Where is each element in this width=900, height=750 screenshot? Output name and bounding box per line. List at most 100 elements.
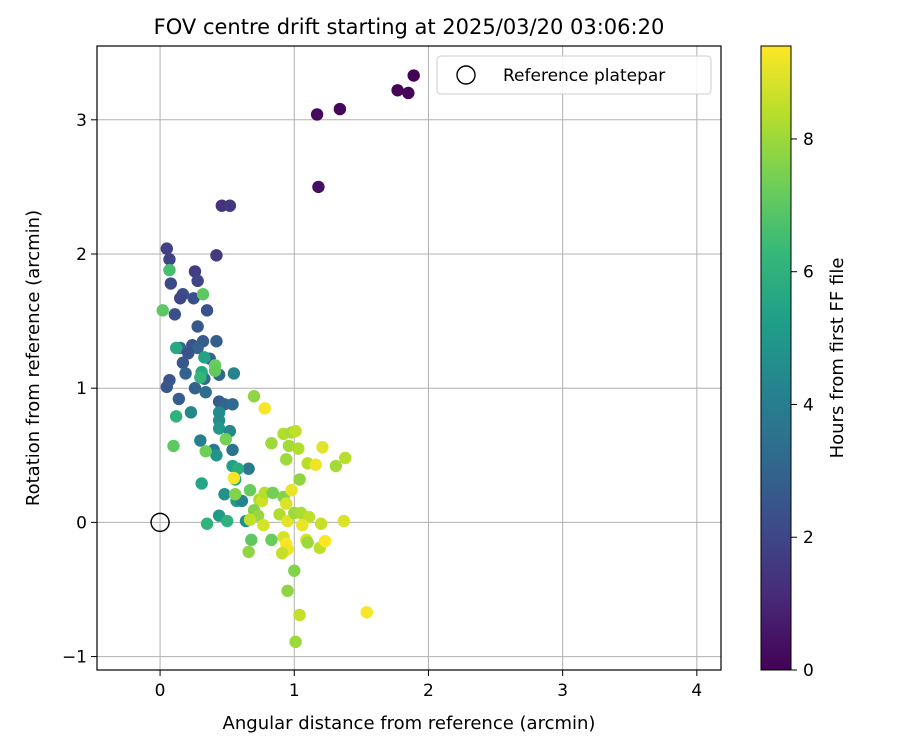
data-point [289, 424, 302, 438]
data-point [179, 367, 192, 380]
data-point [156, 304, 169, 317]
data-point [301, 536, 314, 549]
data-point [280, 453, 293, 466]
x-tick-label: 0 [155, 681, 166, 701]
data-point [293, 473, 306, 486]
data-point [226, 398, 239, 411]
data-point [210, 249, 223, 262]
reference-platepar-marker [150, 512, 170, 533]
data-point [196, 288, 210, 301]
data-point [265, 437, 278, 450]
data-point [285, 483, 298, 497]
data-point [329, 459, 343, 473]
chart-title: FOV centre drift starting at 2025/03/20 … [154, 15, 665, 39]
data-point [289, 635, 302, 649]
data-point [226, 443, 239, 457]
data-point [243, 483, 257, 497]
data-point [160, 242, 173, 255]
legend-box [436, 55, 712, 95]
y-tick-label: 1 [76, 379, 87, 399]
data-point [227, 367, 241, 380]
data-point [265, 533, 278, 547]
data-point [275, 547, 289, 560]
y-tick-label: 3 [76, 111, 87, 131]
legend: Reference platepar [436, 55, 712, 95]
data-point [402, 86, 415, 100]
x-axis-label: Angular distance from reference (arcmin) [223, 713, 596, 734]
data-point [218, 488, 231, 501]
data-point [227, 471, 241, 485]
data-point [288, 564, 301, 577]
data-point [223, 199, 237, 212]
data-point [281, 584, 294, 598]
data-point [407, 69, 420, 82]
y-tick-label: 0 [76, 513, 87, 533]
data-point [194, 371, 207, 384]
data-point [191, 341, 204, 355]
y-tick-label: 2 [76, 245, 87, 265]
data-point [191, 320, 204, 333]
data-point [296, 518, 309, 532]
data-point [198, 351, 211, 364]
data-point [229, 488, 242, 501]
data-point [160, 380, 173, 394]
data-point [195, 477, 208, 490]
data-point [318, 534, 332, 548]
data-point [282, 439, 296, 453]
data-point [257, 518, 270, 532]
data-point [316, 441, 329, 454]
reference-marker-layer [150, 512, 170, 533]
data-point [199, 386, 212, 399]
data-point [199, 445, 212, 458]
data-point [337, 514, 351, 528]
data-point [333, 102, 347, 116]
data-point [280, 497, 293, 510]
data-points [156, 69, 420, 649]
data-point [200, 517, 214, 530]
data-point [314, 517, 328, 530]
data-point [360, 606, 373, 619]
data-point [163, 253, 176, 266]
colorbar-label: Hours from first FF file [827, 258, 848, 459]
colorbar: 0 2 4 6 8 Hours from first FF file [760, 45, 848, 681]
data-point [176, 356, 190, 369]
x-tick-label: 3 [557, 681, 568, 701]
data-point [245, 533, 258, 547]
data-point [169, 341, 183, 355]
data-point [292, 442, 305, 455]
data-point [210, 449, 223, 462]
y-tick-label: −1 [62, 648, 87, 668]
colorbar-tick-label: 0 [803, 661, 814, 681]
y-axis-ticks: −1 0 1 2 3 [62, 111, 97, 668]
data-point [339, 451, 352, 465]
data-point [266, 486, 279, 500]
data-point [164, 277, 178, 290]
data-point [242, 462, 255, 475]
plot-frame [96, 45, 722, 671]
data-point [191, 274, 204, 288]
x-axis-ticks: 0 1 2 3 4 [155, 670, 702, 701]
data-point [309, 458, 322, 471]
colorbar-gradient [760, 45, 792, 671]
data-point [247, 390, 261, 403]
data-point [208, 364, 222, 377]
data-point [391, 84, 404, 97]
data-point [242, 545, 255, 559]
colorbar-tick-label: 8 [803, 130, 814, 150]
colorbar-tick-label: 6 [803, 263, 814, 283]
data-point [187, 292, 200, 305]
data-point [174, 292, 187, 305]
colorbar-tick-label: 4 [803, 395, 814, 415]
data-point [172, 392, 186, 406]
x-tick-label: 2 [423, 681, 434, 701]
data-point [168, 308, 182, 321]
data-point [184, 406, 198, 419]
data-point [220, 514, 234, 528]
data-point [163, 263, 176, 277]
data-point [219, 432, 233, 446]
data-point [212, 422, 226, 435]
colorbar-ticks: 0 2 4 6 8 [791, 130, 814, 681]
x-tick-label: 1 [289, 681, 300, 701]
data-point [258, 402, 271, 415]
